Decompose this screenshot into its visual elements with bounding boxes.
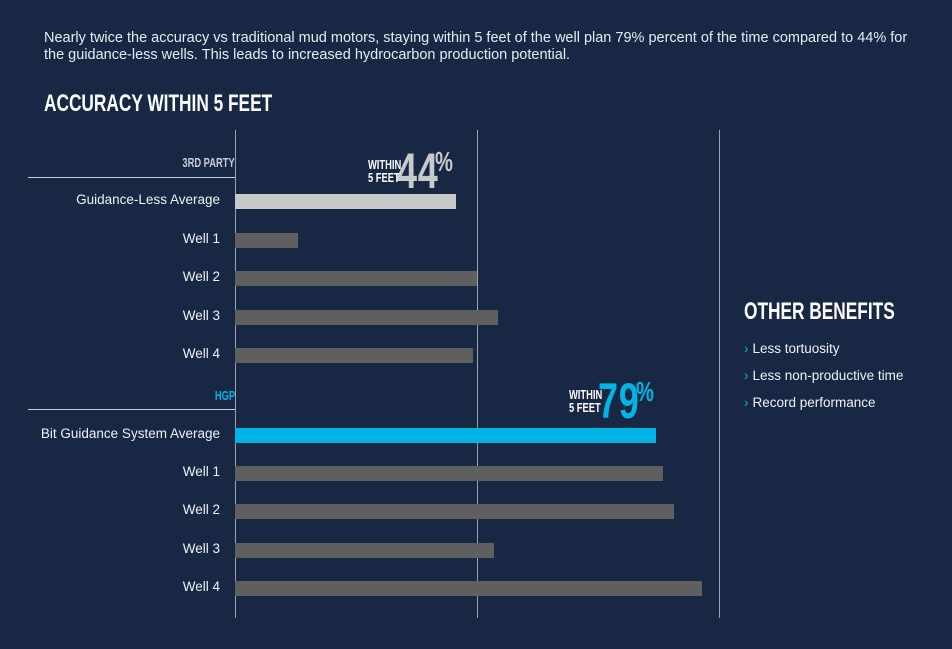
category-label: Guidance-Less Average <box>76 192 220 207</box>
benefits-title: OTHER BENEFITS <box>744 298 895 325</box>
bar <box>235 466 663 481</box>
category-label: Well 3 <box>182 308 220 323</box>
gridline <box>477 130 478 618</box>
bar <box>235 504 674 519</box>
bar <box>235 581 703 596</box>
gridline <box>719 130 720 618</box>
category-label: Well 1 <box>182 464 220 479</box>
category-label: Bit Guidance System Average <box>40 426 220 441</box>
callout-value: 79 <box>598 373 640 429</box>
bar <box>235 233 298 248</box>
benefit-item: › Less tortuosity <box>744 341 840 356</box>
category-label: Well 2 <box>182 502 220 517</box>
category-label: Well 4 <box>182 346 220 361</box>
callout-caption-line: WITHIN <box>568 387 603 402</box>
category-label: Well 2 <box>182 269 220 284</box>
callout-unit: % <box>434 146 453 177</box>
callout-unit: % <box>635 376 654 407</box>
intro-text: Nearly twice the accuracy vs traditional… <box>44 30 908 63</box>
chevron-right-icon: › <box>744 395 749 410</box>
callout-caption-line: 5 FEET <box>568 400 601 415</box>
group-label: 3RD PARTY <box>162 155 235 170</box>
axis-line <box>235 130 236 618</box>
category-label: Well 4 <box>182 579 220 594</box>
group-divider <box>28 177 235 178</box>
group-label-text: HGP <box>214 388 235 403</box>
callout: WITHIN 5 FEET 44% <box>355 142 460 200</box>
callout-caption-line: 5 FEET <box>367 170 400 185</box>
benefit-item: › Less non-productive time <box>744 368 904 383</box>
bar <box>235 194 457 209</box>
chevron-right-icon: › <box>744 368 749 383</box>
chevron-right-icon: › <box>744 341 749 356</box>
bar <box>235 543 494 558</box>
callout-value: 44 <box>397 143 439 199</box>
callout-caption-line: WITHIN <box>367 157 402 172</box>
bar <box>235 428 657 443</box>
group-label: HGP <box>207 388 235 403</box>
callout-caption: WITHIN 5 FEET <box>368 158 401 184</box>
group-label-text: 3RD PARTY <box>182 155 235 170</box>
category-label: Well 1 <box>182 231 220 246</box>
callout-caption: WITHIN 5 FEET <box>569 388 602 414</box>
group-divider <box>28 409 235 410</box>
chart-title: ACCURACY WITHIN 5 FEET <box>44 90 273 117</box>
bar <box>235 348 474 363</box>
category-label: Well 3 <box>182 541 220 556</box>
bar <box>235 271 477 286</box>
benefit-item: › Record performance <box>744 395 876 410</box>
bar <box>235 310 498 325</box>
callout: WITHIN 5 FEET 79% <box>556 372 661 430</box>
